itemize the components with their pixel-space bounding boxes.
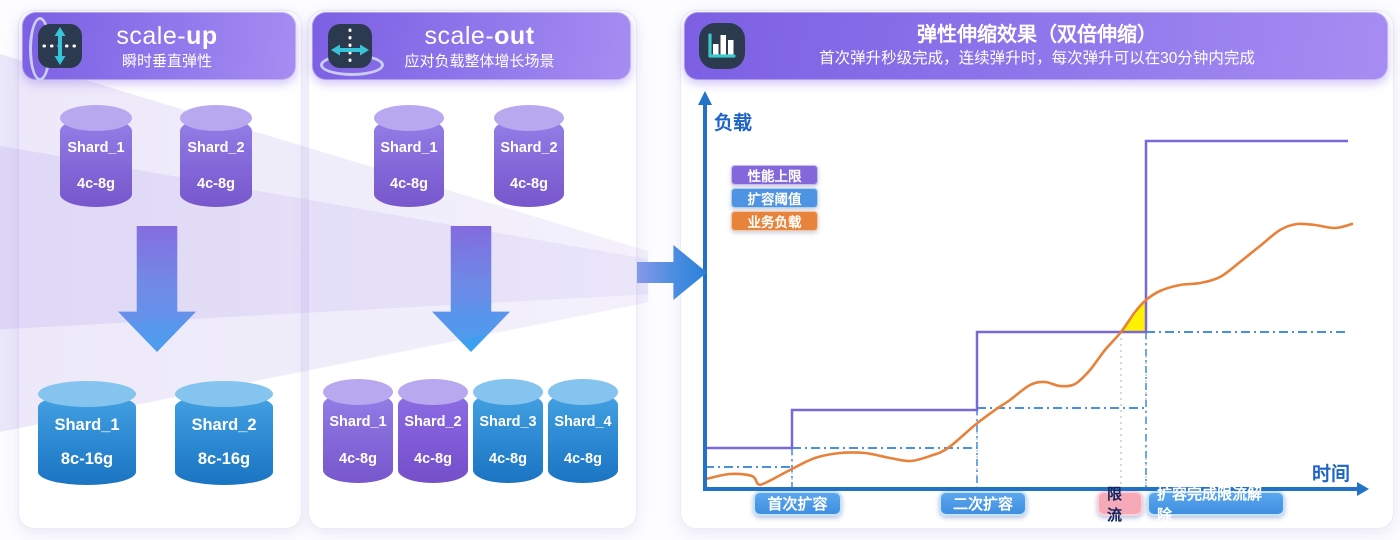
db-cylinder: Shard_2 4c-8g	[180, 105, 252, 207]
shard-spec: 8c-16g	[197, 450, 251, 469]
cylinder-body	[374, 118, 444, 207]
shard-name: Shard_4	[554, 414, 612, 431]
title-prefix: scale-	[116, 22, 187, 50]
db-cylinder: Shard_2 4c-8g	[494, 105, 564, 207]
scale-up-icon	[29, 17, 84, 81]
cylinder-body	[398, 392, 468, 483]
shard-name: Shard_1	[54, 416, 120, 435]
cylinder-top	[374, 105, 444, 131]
shard-name: Shard_1	[380, 139, 438, 156]
shard-spec: 4c-8g	[339, 451, 377, 468]
title-prefix: scale-	[424, 22, 495, 50]
cylinder-body	[60, 118, 132, 207]
shard-name: Shard_2	[404, 414, 462, 431]
title-bold: out	[494, 22, 535, 50]
scale-out-title-block: scale-out 应对负载整体增长场景	[374, 22, 631, 70]
scale-up-title: scale-up	[84, 22, 250, 51]
shard-spec: 4c-8g	[564, 451, 602, 468]
cylinder-top	[473, 379, 543, 405]
event-throttle: 限流	[1097, 486, 1143, 524]
elasticity-header: 弹性伸缩效果（双倍伸缩） 首次弹升秒级完成，连续弹升时，每次弹升可以在30分钟内…	[684, 12, 1388, 80]
event-throttle-released: 扩容完成限流解除	[1147, 486, 1285, 524]
cylinder-body	[548, 392, 618, 483]
shard-spec: 4c-8g	[197, 175, 235, 192]
shard-name: Shard_1	[329, 414, 387, 431]
event-first-expansion: 首次扩容	[753, 491, 842, 516]
event-second-expansion: 二次扩容	[939, 491, 1027, 516]
cylinder-top	[175, 381, 273, 407]
shard-spec: 4c-8g	[489, 451, 527, 468]
cylinder-body	[175, 394, 273, 485]
db-cylinder: Shard_1 4c-8g	[60, 105, 132, 207]
scale-out-title: scale-out	[374, 22, 585, 51]
shard-name: Shard_2	[187, 139, 245, 156]
legend-business-load: 业务负载	[731, 211, 818, 231]
db-cylinder: Shard_1 8c-16g	[38, 381, 136, 485]
shard-spec: 4c-8g	[390, 175, 428, 192]
shard-name: Shard_2	[191, 416, 257, 435]
cylinder-top	[494, 105, 564, 131]
cylinder-body	[494, 118, 564, 207]
scale-out-header: scale-out 应对负载整体增长场景	[312, 12, 631, 80]
x-axis-label: 时间	[1312, 464, 1351, 485]
legend-performance-ceiling: 性能上限	[731, 165, 818, 185]
scale-up-header: scale-up 瞬时垂直弹性	[22, 12, 296, 81]
db-cylinder: Shard_2 4c-8g	[398, 379, 468, 483]
cylinder-body	[38, 394, 136, 485]
cylinder-top	[548, 379, 618, 405]
shard-spec: 4c-8g	[77, 175, 115, 192]
scale-out-icon	[320, 22, 384, 76]
shard-name: Shard_1	[67, 139, 125, 156]
shard-name: Shard_2	[500, 139, 558, 156]
cylinder-top	[323, 379, 393, 405]
elasticity-chart	[698, 91, 1369, 496]
db-cylinder: Shard_3 4c-8g	[473, 379, 543, 483]
scale-up-subtitle: 瞬时垂直弹性	[121, 52, 212, 70]
elasticity-title: 弹性伸缩效果（双倍伸缩）	[917, 24, 1157, 47]
cylinder-top	[398, 379, 468, 405]
cylinder-top	[180, 105, 252, 131]
elasticity-title-block: 弹性伸缩效果（双倍伸缩） 首次弹升秒级完成，连续弹升时，每次弹升可以在30分钟内…	[746, 24, 1388, 68]
db-cylinder: Shard_2 8c-16g	[175, 381, 273, 485]
db-cylinder: Shard_1 4c-8g	[374, 105, 444, 207]
shard-spec: 4c-8g	[510, 175, 548, 192]
scale-up-title-block: scale-up 瞬时垂直弹性	[84, 22, 296, 70]
elasticity-subtitle: 首次弹升秒级完成，连续弹升时，每次弹升可以在30分钟内完成	[819, 50, 1255, 68]
shard-name: Shard_3	[479, 414, 537, 431]
shard-spec: 4c-8g	[414, 451, 452, 468]
scale-out-subtitle: 应对负载整体增长场景	[404, 52, 555, 70]
db-cylinder: Shard_1 4c-8g	[323, 379, 393, 483]
cylinder-body	[473, 392, 543, 483]
db-cylinder: Shard_4 4c-8g	[548, 379, 618, 483]
y-axis-label: 负载	[714, 113, 753, 134]
bar-chart-icon	[698, 22, 746, 70]
cylinder-body	[180, 118, 252, 207]
title-bold: up	[186, 22, 218, 50]
shard-spec: 8c-16g	[60, 450, 114, 469]
legend-expansion-threshold: 扩容阈值	[731, 188, 818, 208]
cylinder-body	[323, 392, 393, 483]
cylinder-top	[60, 105, 132, 131]
elasticity-panel	[680, 10, 1394, 529]
cylinder-top	[38, 381, 136, 407]
